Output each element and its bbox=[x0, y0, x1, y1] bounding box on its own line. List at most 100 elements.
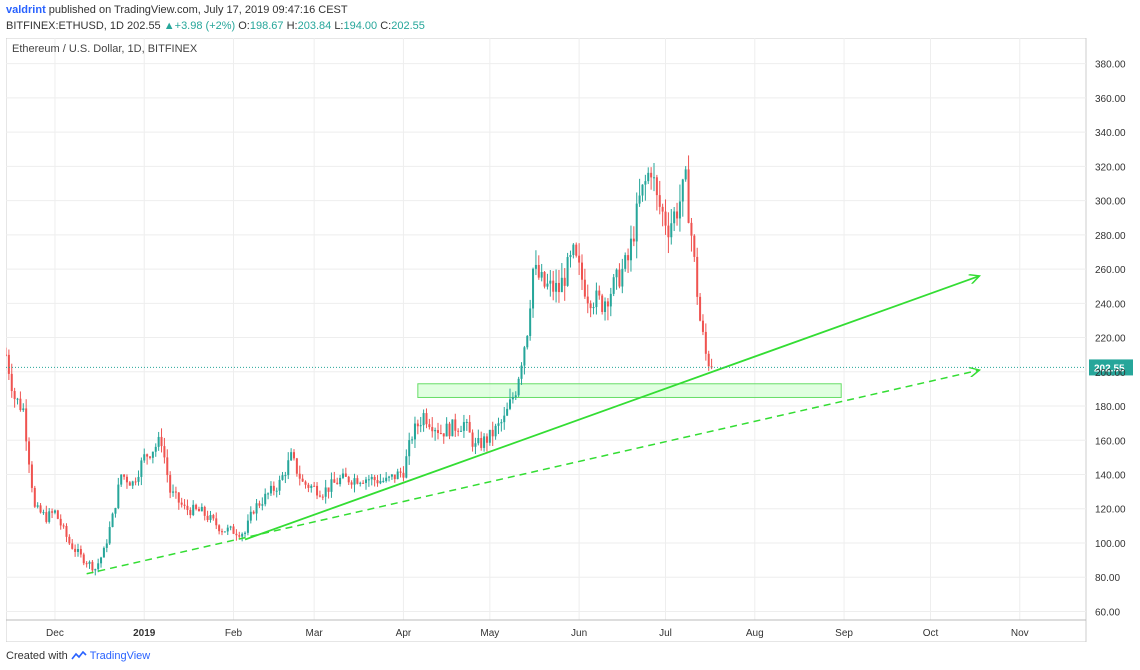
candle-body bbox=[641, 184, 644, 196]
candle-body bbox=[206, 515, 209, 520]
candle-body bbox=[56, 510, 59, 519]
candle-body bbox=[264, 493, 267, 505]
candle-body bbox=[445, 423, 448, 437]
candle bbox=[416, 419, 419, 435]
candle-body bbox=[68, 536, 71, 544]
candle bbox=[269, 481, 272, 497]
candle-body bbox=[275, 490, 278, 492]
candle bbox=[215, 512, 218, 530]
y-tick-label: 120.00 bbox=[1095, 505, 1126, 516]
candle bbox=[128, 480, 131, 486]
candle bbox=[503, 406, 506, 430]
candle-body bbox=[16, 398, 19, 400]
candle-body bbox=[710, 366, 713, 368]
candle-body bbox=[85, 563, 88, 565]
candle bbox=[22, 403, 25, 412]
candle-body bbox=[408, 440, 411, 457]
candle-body bbox=[589, 303, 592, 309]
x-tick-label: 2019 bbox=[133, 628, 156, 639]
candle-body bbox=[681, 179, 684, 202]
candle-body bbox=[661, 206, 664, 212]
y-tick-label: 200.00 bbox=[1095, 368, 1126, 379]
candle-body bbox=[218, 525, 221, 532]
candle bbox=[681, 178, 684, 217]
support-zone bbox=[417, 383, 842, 398]
last-price-badge bbox=[1089, 359, 1133, 376]
candle bbox=[255, 498, 258, 521]
candle bbox=[68, 534, 71, 546]
trendline-dashed bbox=[86, 370, 980, 575]
candlestick-chart[interactable]: 202.55 60.00 80.00 100.00 120.00 140.00 160.0… bbox=[6, 38, 1136, 642]
candle bbox=[471, 429, 474, 452]
candle bbox=[333, 471, 336, 483]
candle-body bbox=[51, 511, 54, 513]
candle bbox=[457, 428, 460, 437]
candle-body bbox=[316, 485, 319, 496]
candle bbox=[324, 479, 327, 504]
up-triangle-icon: ▲ bbox=[163, 20, 175, 32]
candle bbox=[506, 402, 509, 417]
candle-body bbox=[108, 527, 111, 544]
candle bbox=[301, 474, 304, 483]
candle bbox=[485, 433, 488, 452]
candle-body bbox=[292, 452, 296, 459]
candle bbox=[292, 449, 296, 461]
candle bbox=[549, 270, 552, 297]
candle-body bbox=[117, 484, 120, 508]
candle bbox=[7, 349, 10, 381]
candle-body bbox=[353, 478, 356, 485]
candle bbox=[200, 503, 203, 512]
candle bbox=[120, 474, 123, 487]
candle bbox=[166, 449, 169, 483]
candle bbox=[396, 468, 399, 480]
candle bbox=[287, 452, 290, 480]
candle bbox=[264, 488, 267, 507]
axis-layer: 60.00 80.00 100.00 120.00 140.00 160.00 180.00… bbox=[6, 60, 1126, 639]
candle-body bbox=[76, 549, 80, 552]
candle bbox=[25, 399, 28, 451]
candle-body bbox=[226, 527, 229, 532]
author-link[interactable]: valdrint bbox=[6, 4, 46, 16]
candle-body bbox=[595, 290, 598, 308]
chart-frame[interactable]: 202.55 60.00 80.00 100.00 120.00 140.00 160.0… bbox=[6, 38, 1136, 642]
y-tick-label: 300.00 bbox=[1095, 197, 1126, 208]
candle bbox=[94, 568, 97, 576]
candle bbox=[563, 268, 566, 301]
candle bbox=[572, 243, 575, 259]
y-tick-label: 80.00 bbox=[1095, 573, 1120, 584]
plot-area[interactable] bbox=[6, 38, 1087, 642]
candle bbox=[670, 209, 673, 245]
candle-body bbox=[160, 436, 163, 447]
x-tick-label: Oct bbox=[923, 628, 939, 639]
candle bbox=[454, 413, 457, 437]
candle-body bbox=[494, 425, 497, 437]
candle-body bbox=[65, 525, 68, 537]
candle-body bbox=[339, 477, 342, 485]
candle-body bbox=[74, 548, 77, 552]
candle bbox=[552, 270, 555, 301]
candle bbox=[431, 417, 434, 438]
candle bbox=[488, 429, 491, 446]
candle-body bbox=[347, 476, 350, 483]
candle-body bbox=[477, 438, 480, 444]
candle-body bbox=[163, 446, 166, 458]
candle bbox=[644, 174, 647, 201]
candle bbox=[91, 559, 94, 574]
close-value: 202.55 bbox=[391, 20, 425, 32]
candle bbox=[408, 432, 411, 465]
candle bbox=[468, 415, 471, 433]
candle-body bbox=[560, 277, 563, 293]
candle bbox=[491, 421, 494, 447]
tradingview-brand-link[interactable]: TradingView bbox=[89, 650, 151, 662]
candle bbox=[618, 263, 621, 289]
candle-body bbox=[71, 543, 74, 549]
candle-body bbox=[650, 172, 653, 178]
candle-body bbox=[157, 436, 160, 447]
candle bbox=[701, 314, 704, 336]
candle bbox=[520, 362, 523, 385]
candle bbox=[647, 167, 650, 185]
candle bbox=[48, 508, 51, 524]
candle bbox=[405, 449, 408, 479]
y-tick-label: 220.00 bbox=[1095, 334, 1126, 345]
candle-body bbox=[488, 429, 491, 443]
